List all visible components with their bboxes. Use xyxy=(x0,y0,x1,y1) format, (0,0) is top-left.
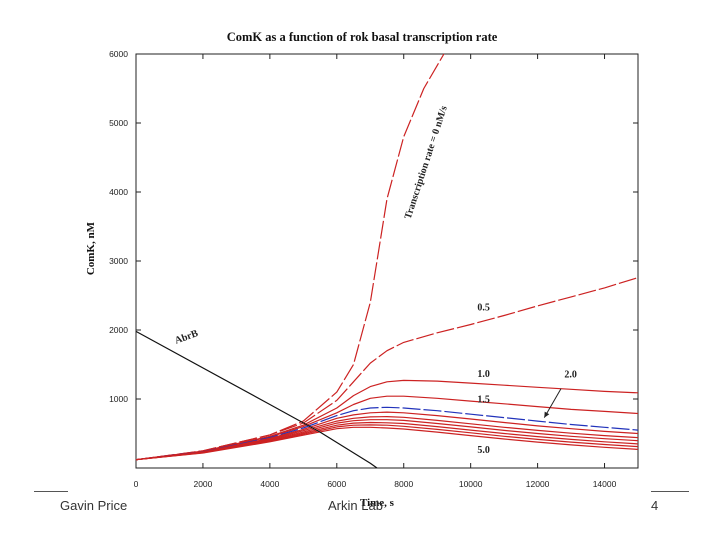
x-tick-label: 2000 xyxy=(193,479,212,489)
annotation-label: AbrB xyxy=(173,328,200,347)
annotation-arrow-head xyxy=(544,411,550,418)
series-line-4-0 xyxy=(135,421,639,461)
annotation-label: 1.0 xyxy=(477,369,490,380)
x-axis-ticks: 0 2000 4000 6000 8000 10000 12000 14000 xyxy=(134,54,617,489)
annotation-label: 2.0 xyxy=(564,370,577,381)
series-line-5-0 xyxy=(135,426,639,461)
y-tick-label: 3000 xyxy=(109,256,128,266)
series-line-3-0 xyxy=(135,416,639,461)
y-axis-ticks: 1000 2000 3000 4000 5000 6000 xyxy=(109,49,638,404)
y-tick-label: 6000 xyxy=(109,49,128,59)
footer-rule-right xyxy=(651,491,689,492)
y-axis-label: ComK, nM xyxy=(85,221,97,275)
footer-author: Gavin Price xyxy=(60,498,128,513)
series-layer xyxy=(135,53,639,469)
footer-rule-left xyxy=(34,491,68,492)
series-line-3-5 xyxy=(135,419,639,461)
series-line-transcription-rate-0-nm-s xyxy=(135,53,445,461)
y-tick-label: 5000 xyxy=(109,118,128,128)
series-line-2-0 xyxy=(135,406,639,461)
series-line-2-5 xyxy=(135,411,639,461)
annotation-label: 1.5 xyxy=(477,394,490,405)
x-tick-label: 12000 xyxy=(526,479,550,489)
y-tick-label: 2000 xyxy=(109,325,128,335)
plot-frame xyxy=(135,53,639,469)
series-line-abrb xyxy=(135,330,378,469)
y-tick-label: 1000 xyxy=(109,394,128,404)
x-axis-label: Time, s xyxy=(360,497,395,509)
series-line-1-0 xyxy=(135,379,639,461)
footer-lab: Arkin Lab xyxy=(328,498,383,513)
x-tick-label: 10000 xyxy=(459,479,483,489)
x-tick-label: 8000 xyxy=(394,479,413,489)
x-tick-label: 6000 xyxy=(327,479,346,489)
x-tick-label: 14000 xyxy=(593,479,617,489)
annotation-arrow-line xyxy=(543,388,562,418)
y-tick-label: 4000 xyxy=(109,187,128,197)
annotation-label: 5.0 xyxy=(477,445,490,456)
annotation-layer: Transcription rate = 0 nM/sAbrB0.51.01.5… xyxy=(173,105,576,456)
chart-title: ComK as a function of rok basal transcri… xyxy=(227,30,498,44)
annotation-label: 0.5 xyxy=(477,303,490,314)
footer-page-number: 4 xyxy=(651,498,659,513)
series-line-4-5 xyxy=(135,424,639,461)
x-tick-label: 4000 xyxy=(260,479,279,489)
series-line-1-5 xyxy=(135,395,639,461)
series-line-0-5 xyxy=(135,277,639,461)
x-tick-label: 0 xyxy=(134,479,139,489)
